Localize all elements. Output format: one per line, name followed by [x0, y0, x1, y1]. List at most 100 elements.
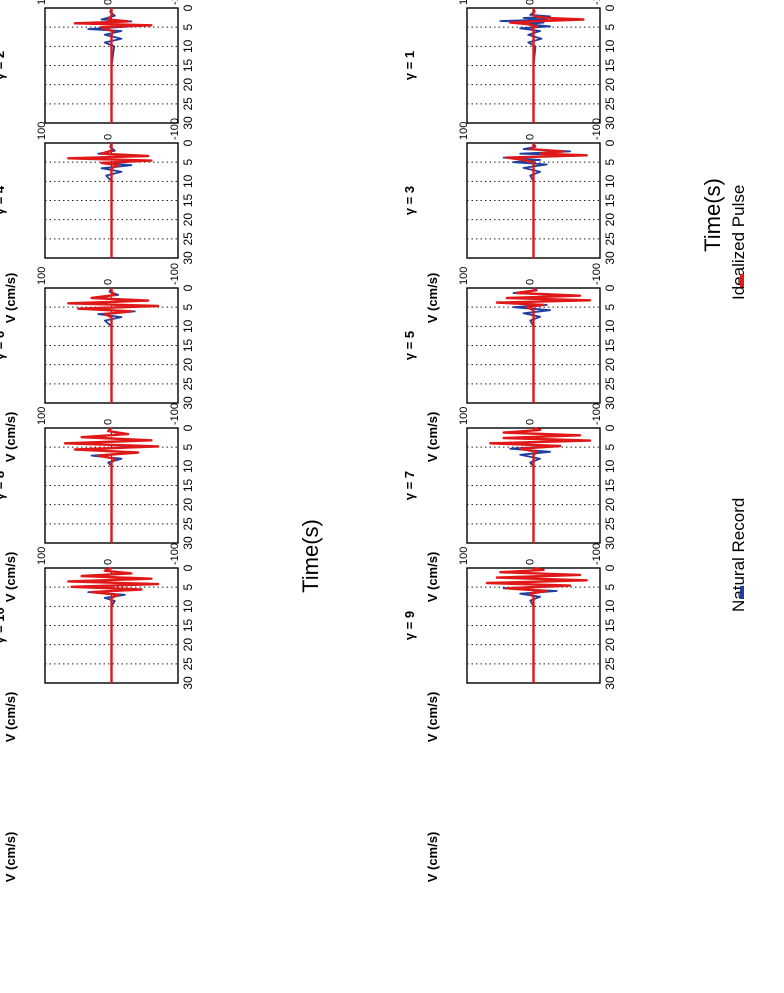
x-tick-label: 30	[603, 676, 617, 690]
x-tick-label: 20	[603, 358, 617, 372]
x-tick-label: 0	[603, 424, 617, 431]
x-tick-label: 10	[603, 39, 617, 53]
x-tick-label: 30	[181, 251, 195, 265]
panel-title: γ = 1	[402, 51, 417, 80]
y-tick-label: 100	[36, 122, 48, 140]
y-tick-label: 0	[525, 419, 537, 425]
y-tick-label: -100	[169, 263, 181, 285]
x-tick-label: 0	[603, 284, 617, 291]
y-tick-label: -100	[591, 118, 603, 140]
panel-title: γ = 4	[0, 185, 7, 215]
x-tick-label: 20	[603, 78, 617, 92]
y-tick-label: 100	[458, 407, 470, 425]
x-tick-label: 30	[181, 676, 195, 690]
y-tick-label: 0	[103, 0, 115, 5]
x-tick-label: 15	[181, 339, 195, 353]
x-tick-label: 25	[603, 517, 617, 531]
x-tick-label: 0	[181, 424, 195, 431]
x-tick-label: 25	[603, 97, 617, 111]
series-line-idealized-pulse	[505, 143, 588, 258]
x-tick-label: 15	[603, 59, 617, 73]
x-tick-label: 5	[181, 304, 195, 311]
x-tick-label: 15	[603, 339, 617, 353]
x-tick-label: 25	[603, 657, 617, 671]
x-tick-label: 0	[181, 139, 195, 146]
panel-title: γ = 2	[0, 51, 7, 80]
y-tick-label: 100	[458, 122, 470, 140]
y-tick-label: 100	[36, 267, 48, 285]
x-tick-label: 5	[181, 24, 195, 31]
x-tick-label: 20	[181, 498, 195, 512]
x-tick-label: 15	[181, 59, 195, 73]
x-tick-label: 0	[603, 564, 617, 571]
x-tick-label: 0	[603, 139, 617, 146]
x-tick-label: 15	[181, 479, 195, 493]
x-tick-label: 30	[181, 536, 195, 550]
x-tick-label: 30	[181, 116, 195, 130]
y-tick-label: 100	[36, 547, 48, 565]
series-line-idealized-pulse	[495, 287, 592, 403]
x-tick-label: 10	[181, 599, 195, 613]
series-line-idealized-pulse	[73, 8, 153, 123]
x-tick-label: 15	[603, 479, 617, 493]
x-tick-label: 20	[181, 638, 195, 652]
x-axis-title-left: Time(s)	[298, 519, 323, 593]
x-tick-label: 15	[181, 619, 195, 633]
legend-swatch-idealized-pulse	[740, 274, 744, 287]
y-axis-label: V (cm/s)	[425, 832, 440, 883]
y-tick-label: -100	[169, 118, 181, 140]
x-tick-label: 15	[181, 194, 195, 208]
x-tick-label: 20	[181, 358, 195, 372]
x-tick-label: 0	[181, 564, 195, 571]
x-tick-label: 30	[603, 536, 617, 550]
legend: Natural Record Idealized Pulse	[729, 185, 748, 612]
y-tick-label: -100	[169, 0, 181, 5]
y-tick-label: 0	[103, 279, 115, 285]
legend-label-idealized-pulse: Idealized Pulse	[729, 185, 748, 300]
y-axis-label: V (cm/s)	[3, 832, 18, 883]
x-tick-label: 25	[181, 657, 195, 671]
y-tick-label: -100	[169, 543, 181, 565]
panel-title: γ = 10	[0, 607, 7, 644]
series-line-idealized-pulse	[63, 427, 160, 543]
y-tick-label: -100	[169, 403, 181, 425]
y-tick-label: 0	[525, 559, 537, 565]
x-tick-label: 25	[603, 232, 617, 246]
x-tick-label: 10	[603, 319, 617, 333]
y-tick-label: -100	[591, 263, 603, 285]
y-axis-label: V (cm/s)	[425, 692, 440, 743]
x-tick-label: 5	[603, 584, 617, 591]
panel-title: γ = 3	[402, 186, 417, 215]
y-tick-label: 100	[458, 547, 470, 565]
y-axis-label: V (cm/s)	[425, 273, 440, 324]
series-line-natural-record	[499, 7, 551, 123]
x-tick-label: 5	[181, 444, 195, 451]
x-tick-label: 5	[603, 304, 617, 311]
x-tick-label: 25	[181, 232, 195, 246]
x-tick-label: 20	[181, 78, 195, 92]
y-tick-label: 0	[525, 279, 537, 285]
y-axis-label: V (cm/s)	[425, 552, 440, 603]
y-axis-label: V (cm/s)	[3, 412, 18, 463]
panel-title: γ = 5	[402, 331, 417, 360]
x-tick-label: 0	[603, 4, 617, 11]
y-axis-label: V (cm/s)	[3, 552, 18, 603]
x-tick-label: 10	[603, 459, 617, 473]
x-axis-title-right: Time(s)	[700, 178, 725, 252]
x-tick-label: 25	[181, 517, 195, 531]
x-tick-label: 25	[603, 377, 617, 391]
x-tick-label: 30	[603, 396, 617, 410]
x-tick-label: 20	[181, 213, 195, 227]
x-tick-label: 10	[181, 39, 195, 53]
y-tick-label: 0	[103, 134, 115, 140]
y-axis-label: V (cm/s)	[425, 412, 440, 463]
x-tick-label: 5	[181, 159, 195, 166]
series-line-idealized-pulse	[67, 143, 153, 258]
x-tick-label: 0	[181, 4, 195, 11]
